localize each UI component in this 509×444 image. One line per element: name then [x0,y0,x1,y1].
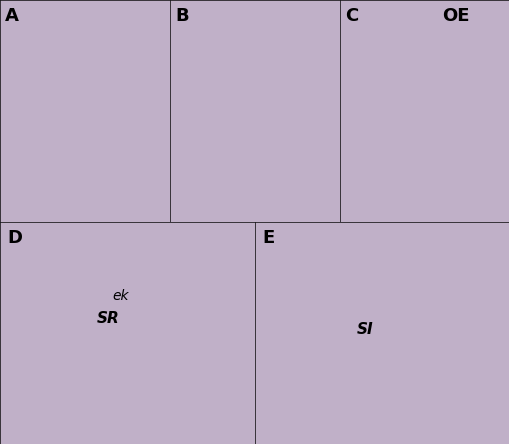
Text: D: D [8,229,22,247]
Text: E: E [262,229,274,247]
Text: A: A [5,7,19,25]
Text: OE: OE [441,7,468,25]
Text: B: B [175,7,188,25]
Text: C: C [344,7,357,25]
Text: SI: SI [356,322,373,337]
Text: ek: ek [112,289,128,303]
Text: SR: SR [97,311,120,326]
